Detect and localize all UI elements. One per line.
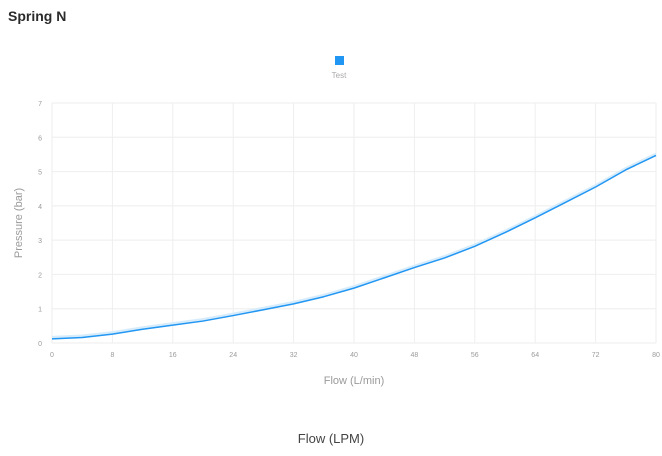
series-line	[51, 154, 657, 340]
y-tick-label: 3	[38, 238, 42, 245]
chart-legend: Test	[309, 56, 369, 80]
legend-label: Test	[331, 71, 347, 80]
x-tick-label: 0	[50, 352, 54, 359]
page-title: Spring N	[8, 8, 67, 24]
x-tick-label: 8	[110, 352, 114, 359]
x-axis-title: Flow (L/min)	[324, 375, 385, 387]
x-tick-label: 56	[471, 352, 479, 359]
x-tick-label: 80	[652, 352, 660, 359]
y-tick-label: 6	[38, 135, 42, 142]
footer-axis-caption: Flow (LPM)	[297, 431, 365, 446]
x-tick-label: 72	[592, 352, 600, 359]
y-tick-label: 1	[38, 307, 42, 314]
y-tick-label: 5	[38, 170, 42, 177]
x-tick-label: 16	[169, 352, 177, 359]
x-tick-label: 48	[411, 352, 419, 359]
legend-swatch	[334, 56, 344, 65]
x-tick-label: 64	[531, 352, 539, 359]
y-tick-label: 7	[38, 101, 42, 108]
y-tick-label: 2	[38, 272, 42, 279]
x-tick-label: 40	[350, 352, 358, 359]
x-tick-label: 32	[290, 352, 298, 359]
y-axis-title: Pressure (bar)	[13, 188, 25, 258]
x-tick-label: 24	[229, 352, 237, 359]
y-tick-label: 0	[38, 341, 42, 348]
y-tick-label: 4	[38, 204, 42, 211]
